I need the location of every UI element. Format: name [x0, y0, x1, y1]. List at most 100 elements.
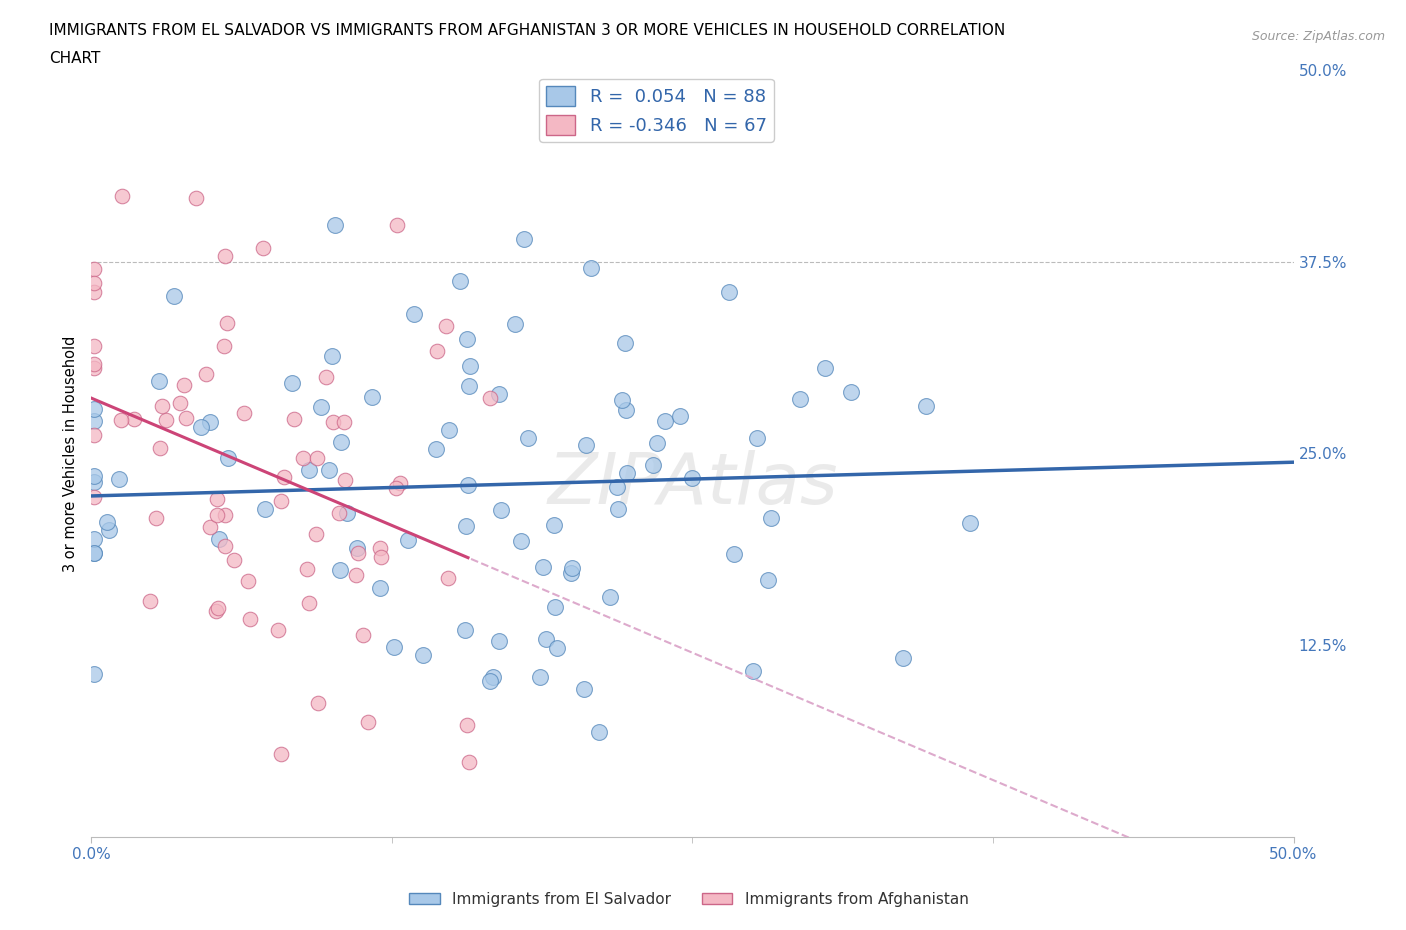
Point — [437, 571, 460, 586]
Point — [449, 273, 471, 288]
Point — [759, 511, 782, 525]
Point — [756, 572, 779, 587]
Point — [321, 349, 343, 364]
Point — [412, 647, 434, 662]
Point — [789, 392, 811, 406]
Point — [588, 724, 610, 739]
Point — [544, 600, 567, 615]
Point — [723, 547, 745, 562]
Point — [579, 260, 602, 275]
Point — [83, 545, 105, 560]
Point — [745, 431, 768, 445]
Point — [561, 560, 583, 575]
Point — [610, 392, 633, 407]
Text: IMMIGRANTS FROM EL SALVADOR VS IMMIGRANTS FROM AFGHANISTAN 3 OR MORE VEHICLES IN: IMMIGRANTS FROM EL SALVADOR VS IMMIGRANT… — [49, 23, 1005, 38]
Point — [254, 501, 277, 516]
Point — [370, 550, 392, 565]
Point — [163, 288, 186, 303]
Point — [214, 508, 236, 523]
Point — [307, 696, 329, 711]
Point — [305, 526, 328, 541]
Point — [616, 403, 638, 418]
Point — [176, 410, 198, 425]
Point — [214, 539, 236, 554]
Point — [195, 366, 218, 381]
Point — [267, 622, 290, 637]
Point — [83, 666, 105, 681]
Point — [512, 232, 534, 246]
Point — [347, 546, 370, 561]
Point — [83, 361, 105, 376]
Point — [426, 344, 449, 359]
Point — [439, 423, 461, 438]
Point — [328, 505, 350, 520]
Point — [482, 670, 505, 684]
Point — [83, 474, 105, 489]
Point — [83, 414, 105, 429]
Point — [389, 476, 412, 491]
Point — [352, 627, 374, 642]
Point — [96, 514, 118, 529]
Point — [454, 518, 477, 533]
Point — [915, 399, 938, 414]
Point — [368, 541, 391, 556]
Point — [814, 361, 837, 376]
Point — [503, 316, 526, 331]
Point — [543, 518, 565, 533]
Point — [425, 442, 447, 457]
Point — [214, 248, 236, 263]
Point — [252, 241, 274, 256]
Point — [311, 399, 333, 414]
Point — [98, 523, 121, 538]
Point — [382, 639, 405, 654]
Point — [546, 641, 568, 656]
Point — [184, 191, 207, 206]
Point — [531, 559, 554, 574]
Point — [645, 435, 668, 450]
Point — [217, 450, 239, 465]
Point — [361, 390, 384, 405]
Point — [169, 395, 191, 410]
Point — [292, 451, 315, 466]
Point — [517, 431, 540, 445]
Point — [488, 387, 510, 402]
Point — [110, 413, 132, 428]
Point — [572, 682, 595, 697]
Point — [893, 651, 915, 666]
Point — [205, 491, 228, 506]
Text: Source: ZipAtlas.com: Source: ZipAtlas.com — [1251, 30, 1385, 43]
Point — [509, 534, 531, 549]
Point — [357, 715, 380, 730]
Legend: R =  0.054   N = 88, R = -0.346   N = 67: R = 0.054 N = 88, R = -0.346 N = 67 — [538, 79, 773, 142]
Point — [111, 189, 134, 204]
Point — [456, 331, 478, 346]
Point — [458, 754, 481, 769]
Point — [122, 412, 145, 427]
Point — [270, 747, 292, 762]
Point — [212, 339, 235, 353]
Point — [607, 501, 630, 516]
Point — [273, 470, 295, 485]
Point — [959, 515, 981, 530]
Point — [681, 471, 703, 485]
Point — [368, 580, 391, 595]
Point — [478, 391, 501, 405]
Legend: Immigrants from El Salvador, Immigrants from Afghanistan: Immigrants from El Salvador, Immigrants … — [404, 886, 974, 913]
Point — [83, 402, 105, 417]
Point — [344, 567, 367, 582]
Point — [385, 480, 408, 495]
Point — [208, 531, 231, 546]
Point — [298, 463, 321, 478]
Point — [149, 441, 172, 456]
Point — [489, 502, 512, 517]
Point — [323, 218, 346, 232]
Point — [139, 593, 162, 608]
Point — [396, 533, 419, 548]
Point — [329, 434, 352, 449]
Point — [190, 419, 212, 434]
Point — [454, 623, 477, 638]
Point — [669, 409, 692, 424]
Point — [333, 472, 356, 487]
Point — [83, 275, 105, 290]
Point — [457, 477, 479, 492]
